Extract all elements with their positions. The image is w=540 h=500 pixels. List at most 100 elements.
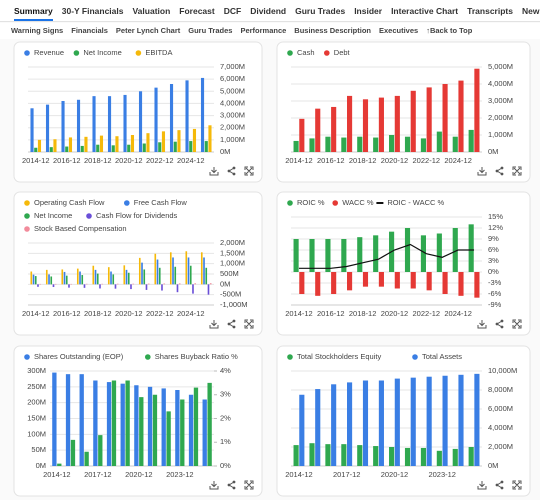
- bar: [325, 444, 331, 466]
- bar: [125, 269, 128, 285]
- tab[interactable]: Guru Trades: [295, 6, 346, 16]
- y-tick-label: 6,000M: [220, 74, 245, 83]
- bar: [209, 283, 212, 285]
- subtab-link[interactable]: Guru Trades: [188, 26, 233, 35]
- bar: [394, 272, 400, 289]
- legend-swatch: [287, 50, 293, 56]
- tab[interactable]: Summary: [14, 0, 53, 21]
- x-tick-label: 2022-12: [413, 156, 441, 165]
- y-tick-label: 0M: [220, 279, 230, 288]
- tab[interactable]: Dividend: [250, 6, 287, 16]
- x-tick-label: 2018-12: [84, 309, 112, 318]
- legend-label: Total Assets: [422, 352, 462, 361]
- bar: [52, 284, 55, 288]
- x-tick-label: 2016-12: [53, 309, 81, 318]
- bar: [442, 375, 448, 466]
- subtab-link[interactable]: Financials: [71, 26, 108, 35]
- bar: [37, 284, 39, 287]
- y-tick-label: 2,000M: [220, 238, 245, 247]
- bar: [452, 448, 458, 466]
- bar: [68, 137, 73, 152]
- share-icon-dot: [227, 322, 231, 326]
- bar: [189, 141, 193, 152]
- bar: [132, 283, 135, 285]
- bar: [98, 435, 103, 466]
- bar: [357, 237, 363, 272]
- legend-label: EBITDA: [145, 48, 172, 57]
- subtab-link[interactable]: Performance: [240, 26, 287, 35]
- y-tick-label: 8,000M: [488, 385, 513, 394]
- bar: [175, 390, 180, 466]
- bar: [204, 141, 208, 152]
- y-tick-label: 250M: [27, 382, 46, 391]
- bar: [107, 267, 110, 285]
- tab[interactable]: News: [521, 6, 540, 16]
- tab[interactable]: Interactive Chart: [391, 6, 459, 16]
- legend-label: Stock Based Compensation: [34, 224, 127, 233]
- tab[interactable]: Valuation: [132, 6, 171, 16]
- bar: [193, 387, 199, 466]
- subtab-link[interactable]: Business Description: [294, 26, 371, 35]
- download-icon: [477, 167, 487, 176]
- x-tick-label: 2016-12: [53, 156, 81, 165]
- bar: [362, 272, 369, 287]
- x-tick-label: 2018-12: [349, 309, 377, 318]
- y-tick-label: 5,000M: [488, 62, 513, 71]
- bar: [452, 136, 458, 152]
- legend-swatch: [24, 354, 30, 360]
- legend-label: Free Cash Flow: [134, 198, 188, 207]
- y2-tick-label: 4%: [220, 366, 231, 375]
- bar: [205, 267, 208, 285]
- bar: [123, 94, 127, 152]
- bar: [315, 108, 321, 152]
- bar: [163, 283, 166, 285]
- y2-tick-label: 3%: [220, 390, 231, 399]
- bar: [143, 269, 146, 285]
- card: [13, 41, 263, 183]
- share-icon-dot: [495, 169, 499, 173]
- bar: [53, 139, 57, 152]
- tab[interactable]: Forecast: [179, 6, 215, 16]
- x-tick-label: 2014-12: [22, 156, 50, 165]
- download-icon: [477, 320, 487, 329]
- tab[interactable]: DCF: [223, 6, 242, 16]
- bar: [169, 252, 172, 285]
- bar: [426, 376, 432, 466]
- bar: [373, 137, 379, 152]
- bar: [331, 384, 337, 466]
- tab[interactable]: Transcripts: [467, 6, 513, 16]
- bar: [79, 271, 81, 285]
- bar: [362, 99, 369, 152]
- subtab-link[interactable]: Executives: [379, 26, 419, 35]
- bar: [166, 411, 171, 466]
- y-tick-label: 3,000M: [220, 111, 245, 120]
- subtab-link[interactable]: Peter Lynch Chart: [115, 26, 181, 35]
- subtab-link[interactable]: ↑Back to Top: [426, 26, 473, 35]
- bar: [180, 399, 185, 466]
- bar: [188, 394, 194, 466]
- legend-swatch: [324, 50, 330, 56]
- bar: [404, 136, 411, 152]
- legend-label: Cash Flow for Dividends: [96, 211, 178, 220]
- share-icon-dot: [495, 483, 499, 487]
- y-tick-label: 7,000M: [220, 62, 245, 71]
- bar: [458, 374, 464, 466]
- share-icon-dot: [227, 483, 231, 487]
- tab[interactable]: Insider: [354, 6, 383, 16]
- share-icon-dot: [232, 325, 236, 329]
- bar: [474, 373, 480, 466]
- share-icon-dot: [500, 325, 504, 329]
- download-icon: [209, 320, 219, 329]
- legend-swatch: [124, 200, 130, 206]
- bar: [169, 84, 174, 152]
- bar: [442, 272, 448, 294]
- subtab-link[interactable]: Warning Signs: [11, 26, 64, 35]
- bar: [394, 95, 400, 152]
- bar: [185, 80, 189, 152]
- tab[interactable]: 30-Y Financials: [61, 6, 124, 16]
- y-tick-label: 12%: [488, 223, 503, 232]
- bar: [34, 276, 37, 285]
- y-tick-label: 3%: [488, 256, 499, 265]
- expand-icon: [244, 480, 254, 490]
